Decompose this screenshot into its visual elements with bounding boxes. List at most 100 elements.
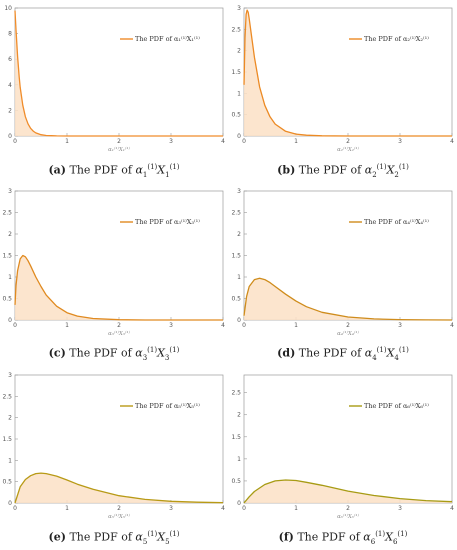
y-tick-label: 2.5	[231, 210, 241, 217]
x-tick-label: 2	[346, 138, 350, 145]
x-tick-label: 2	[346, 322, 350, 329]
legend-label: The PDF of α₅⁽¹⁾X₅⁽¹⁾	[135, 402, 200, 410]
x-tick-label: 1	[65, 505, 69, 512]
chart-panel-e: 0 1 2 3 4 0 0.5 1 1.5 2 2.5 3 α₅⁽¹⁾X₅⁽¹⁾ The PDF of α…	[2, 372, 225, 520]
y-tick-label: 1.5	[231, 434, 241, 441]
x-tick-label: 4	[221, 138, 225, 145]
pdf-area-fill	[15, 255, 223, 320]
y-tick-label: 1	[8, 274, 12, 281]
x-tick-label: 4	[221, 322, 225, 329]
y-tick-label: 3	[237, 188, 241, 195]
x-tick-label: 1	[294, 138, 298, 145]
y-tick-label: 3	[8, 372, 12, 379]
x-tick-label: 0	[242, 138, 246, 145]
y-tick-label: 10	[4, 5, 12, 12]
caption-d: (d) The PDF of α4(1)X4(1)	[277, 346, 409, 362]
y-tick-label: 0	[8, 133, 12, 140]
chart-panel-d: 0 1 2 3 4 0 0.5 1 1.5 2 2.5 3 α₄⁽¹⁾X₄⁽¹⁾ The PDF of α…	[231, 188, 454, 337]
x-tick-label: 1	[65, 322, 69, 329]
pdf-area-fill	[15, 473, 223, 503]
pdf-curve	[14, 10, 223, 137]
y-tick-label: 2	[8, 415, 12, 422]
chart-panel-c: 0 1 2 3 4 0 0.5 1 1.5 2 2.5 3 α₃⁽¹⁾X₃⁽¹⁾ The PDF of α…	[2, 188, 225, 337]
legend-label: The PDF of α₂⁽¹⁾X₂⁽¹⁾	[364, 35, 429, 43]
x-tick-label: 3	[169, 322, 173, 329]
caption-c: (c) The PDF of α3(1)X3(1)	[48, 346, 180, 362]
y-tick-label: 1	[8, 457, 12, 464]
x-tick-label: 3	[398, 505, 402, 512]
chart-panel-f: 0 1 2 3 4 0 0.5 1 1.5 2 2.5 α₆⁽¹⁾X₆⁽¹⁾ The PDF of α₆…	[231, 374, 454, 520]
y-tick-label: 1.5	[231, 69, 241, 76]
y-tick-label: 2	[237, 231, 241, 238]
y-tick-label: 2.5	[2, 393, 12, 400]
y-tick-label: 0	[237, 133, 241, 140]
caption-f: (f) The PDF of α6(1)X6(1)	[278, 530, 408, 546]
x-tick-label: 3	[169, 138, 173, 145]
x-axis-label: α₅⁽¹⁾X₅⁽¹⁾	[108, 513, 131, 520]
y-tick-label: 3	[8, 188, 12, 195]
y-tick-label: 0	[237, 500, 241, 507]
pdf-curve	[14, 472, 224, 504]
x-tick-label: 4	[221, 505, 225, 512]
chart-panel-b: 0 1 2 3 4 0 0.5 1 1.5 2 2.5 3 α₂⁽¹⁾X₂⁽¹⁾ The PDF of α…	[231, 5, 454, 153]
caption-a: (a) The PDF of α1(1)X1(1)	[48, 163, 180, 179]
x-tick-label: 1	[65, 138, 69, 145]
x-tick-label: 2	[117, 138, 121, 145]
x-tick-label: 3	[398, 138, 402, 145]
x-axis-label: α₁⁽¹⁾X₁⁽¹⁾	[108, 146, 131, 153]
y-tick-label: 8	[8, 31, 12, 38]
plot-frame	[14, 7, 224, 137]
x-axis-label: α₆⁽¹⁾X₆⁽¹⁾	[337, 513, 360, 520]
y-tick-label: 0.5	[231, 296, 241, 303]
chart-panel-a: 0 1 2 3 4 0 2 4 6 8 10 α₁⁽¹⁾X₁⁽¹⁾ The PDF of α₁⁽¹⁾X₁…	[4, 5, 225, 153]
legend-label: The PDF of α₃⁽¹⁾X₃⁽¹⁾	[135, 218, 200, 226]
pdf-area-fill	[244, 278, 452, 320]
y-tick-label: 0.5	[2, 479, 12, 486]
y-tick-label: 1	[237, 274, 241, 281]
pdf-curve	[243, 277, 453, 321]
x-tick-label: 0	[13, 505, 17, 512]
x-tick-label: 4	[450, 505, 454, 512]
x-tick-label: 2	[117, 505, 121, 512]
y-tick-label: 0	[237, 317, 241, 324]
x-axis-label: α₃⁽¹⁾X₃⁽¹⁾	[108, 330, 131, 337]
y-tick-label: 4	[8, 82, 12, 89]
legend-label: The PDF of α₄⁽¹⁾X₄⁽¹⁾	[364, 218, 429, 226]
y-tick-label: 0.5	[2, 296, 12, 303]
y-tick-label: 2	[237, 48, 241, 55]
caption-b: (b) The PDF of α2(1)X2(1)	[277, 163, 409, 179]
pdf-curve	[14, 254, 223, 321]
y-tick-label: 1.5	[2, 253, 12, 260]
y-tick-label: 2.5	[2, 210, 12, 217]
y-tick-label: 2.5	[231, 390, 241, 397]
x-tick-label: 1	[294, 322, 298, 329]
caption-e: (e) The PDF of α5(1)X5(1)	[48, 530, 180, 546]
legend-label: The PDF of α₁⁽¹⁾X₁⁽¹⁾	[135, 35, 200, 43]
x-tick-label: 0	[242, 322, 246, 329]
x-axis-label: α₂⁽¹⁾X₂⁽¹⁾	[337, 146, 360, 153]
y-tick-label: 2	[8, 231, 12, 238]
y-tick-label: 2.5	[231, 26, 241, 33]
y-tick-label: 1.5	[231, 253, 241, 260]
x-tick-label: 0	[13, 138, 17, 145]
legend-label: The PDF of α₆⁽¹⁾X₆⁽¹⁾	[364, 402, 429, 410]
x-tick-label: 0	[242, 505, 246, 512]
x-tick-label: 3	[169, 505, 173, 512]
y-tick-label: 3	[237, 5, 241, 12]
plot-frame	[243, 7, 453, 137]
x-tick-label: 3	[398, 322, 402, 329]
y-tick-label: 0	[8, 317, 12, 324]
y-tick-label: 1	[237, 90, 241, 97]
y-tick-label: 0.5	[231, 478, 241, 485]
y-tick-label: 0	[8, 500, 12, 507]
x-tick-label: 0	[13, 322, 17, 329]
y-tick-label: 2	[8, 107, 12, 114]
y-tick-label: 6	[8, 56, 12, 63]
y-tick-label: 1.5	[2, 436, 12, 443]
x-tick-label: 4	[450, 138, 454, 145]
y-tick-label: 1	[237, 456, 241, 463]
x-axis-label: α₄⁽¹⁾X₄⁽¹⁾	[337, 330, 360, 337]
x-tick-label: 2	[346, 505, 350, 512]
x-tick-label: 2	[117, 322, 121, 329]
